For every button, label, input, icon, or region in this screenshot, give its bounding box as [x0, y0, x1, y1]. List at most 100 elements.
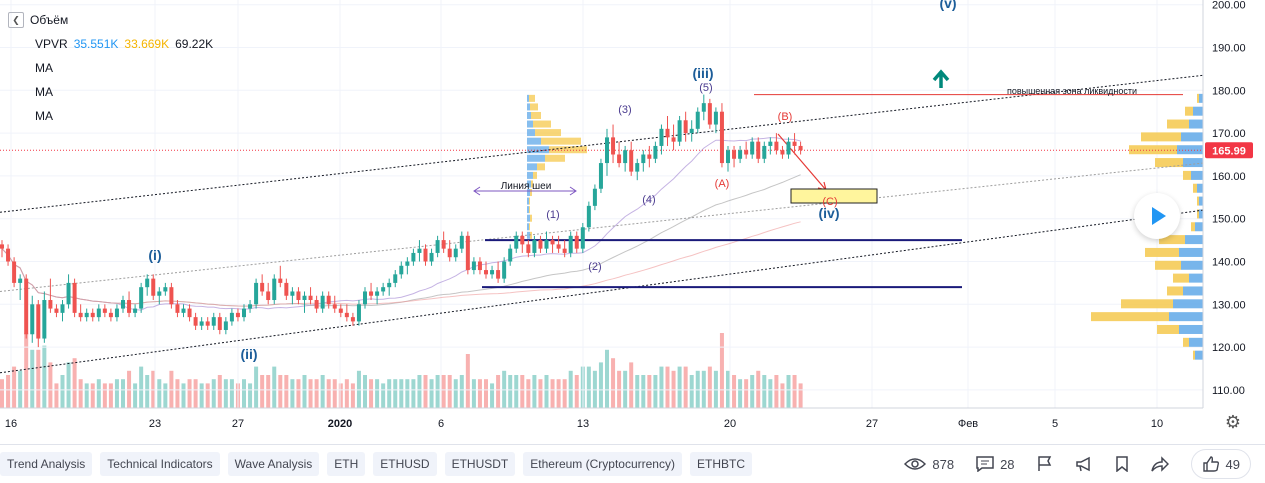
candle-body [157, 291, 162, 296]
price-chart[interactable]: (i) (ii) (iii) (iv) (v) (1) (2) (3) (4) (5) (A) (B)… [0, 0, 1265, 444]
liquidity-zone-label: повышенная зона ликвидности [1007, 86, 1137, 96]
tag-chip[interactable]: ETH [327, 452, 366, 476]
ma-legend-row-3[interactable]: MA [8, 104, 213, 128]
volume-bar [42, 345, 47, 408]
ma-legend-row-2[interactable]: MA [8, 80, 213, 104]
vpvr-value-total: 69.22K [175, 37, 214, 51]
volume-bar [732, 375, 737, 408]
bookmark-icon[interactable] [1115, 456, 1129, 472]
vpvr-bar-up [1199, 93, 1203, 103]
volume-bar [121, 379, 125, 408]
vpvr-legend-row[interactable]: VPVR 35.551K 33.669K 69.22K [8, 32, 213, 56]
grid [0, 0, 1203, 408]
volume-bar [375, 379, 380, 408]
vpvr-bar-down [1173, 273, 1189, 283]
tag-chip[interactable]: Trend Analysis [0, 452, 93, 476]
vpvr-bar-down [1167, 286, 1183, 296]
vpvr-bar-up [527, 163, 537, 171]
vpvr-bar-up [527, 129, 535, 137]
subwave-label: (1) [546, 209, 559, 221]
vpvr-bar-up [1189, 273, 1203, 283]
volume-bar [399, 379, 404, 408]
candle-body [363, 291, 367, 305]
comments-count: 28 [1000, 456, 1015, 472]
vpvr-bar-up [527, 137, 541, 145]
correction-arrow-line [777, 133, 827, 191]
time-tick-label: 6 [438, 418, 444, 430]
candle-body [344, 312, 349, 318]
candle-body [611, 137, 616, 155]
price-tick-label: 200.00 [1212, 0, 1246, 12]
tag-chip[interactable]: ETHBTC [689, 452, 752, 476]
eye-icon [904, 458, 927, 470]
price-tick-label: 120.00 [1212, 342, 1246, 354]
vpvr-bar-down [535, 129, 561, 137]
vpvr-bar-up [527, 189, 530, 197]
volume-bar [429, 379, 434, 408]
share-icon[interactable] [1150, 456, 1169, 472]
volume-bar [229, 379, 234, 408]
candle-body [435, 240, 440, 253]
volume-bar [193, 379, 198, 408]
volume-bar [435, 375, 440, 408]
idea-footer: Trend Analysis Technical Indicators Wave… [0, 444, 1265, 483]
collapse-chevron-icon[interactable]: ❮ [8, 12, 24, 28]
vpvr-bar-up [527, 103, 530, 111]
volume-bar [145, 375, 150, 408]
candle-body [647, 154, 652, 159]
tag-chip[interactable]: Technical Indicators [100, 452, 220, 476]
chart-settings-gear-icon[interactable]: ⚙ [1224, 412, 1242, 432]
vpvr-bar-down [1183, 170, 1191, 180]
megaphone-icon[interactable] [1075, 456, 1093, 472]
vpvr-bar-down [1197, 93, 1199, 103]
volume-bar [102, 383, 107, 408]
volume-bar [284, 375, 289, 408]
play-idea-button[interactable] [1134, 193, 1180, 239]
comments-stat[interactable]: 28 [976, 456, 1015, 472]
vpvr-bar-down [530, 214, 532, 222]
tag-chip[interactable]: Ethereum (Cryptocurrency) [523, 452, 682, 476]
vpvr-bar-down [529, 206, 530, 214]
volume-bar [248, 383, 253, 408]
candle-body [496, 270, 501, 279]
tag-chip[interactable]: ETHUSDT [444, 452, 516, 476]
like-button[interactable]: 49 [1190, 449, 1251, 479]
volume-bar [665, 366, 670, 408]
volume-bar [453, 379, 458, 408]
tag-chip[interactable]: Wave Analysis [227, 452, 320, 476]
tag-chip[interactable]: ETHUSD [373, 452, 437, 476]
volume-bar [520, 375, 525, 408]
views-count: 878 [932, 456, 955, 472]
ma-legend-row-1[interactable]: MA [8, 56, 213, 80]
candle-body [48, 300, 53, 309]
candle-body [369, 291, 374, 296]
candle-body [695, 111, 700, 129]
volume-bar [108, 383, 113, 408]
candles [0, 94, 803, 348]
volume-bar [611, 358, 616, 408]
candle-body [229, 312, 234, 322]
volume-bar [290, 379, 295, 408]
volume-bar [798, 383, 803, 408]
volume-bar [266, 375, 271, 408]
candle-body [689, 128, 694, 134]
thumbs-up-icon [1202, 456, 1219, 472]
flag-icon[interactable] [1037, 456, 1053, 472]
volume-bar [217, 375, 222, 408]
candle-body [235, 312, 240, 318]
volume-bar [205, 383, 210, 408]
candle-body [266, 291, 271, 301]
vpvr-bar-down [1191, 222, 1195, 232]
candle-body [18, 278, 23, 283]
candle-body [66, 282, 71, 305]
volume-bar [490, 383, 495, 408]
volume-bar [381, 383, 386, 408]
candle-body [78, 312, 83, 318]
volume-bar [659, 366, 664, 408]
candle-body [139, 287, 144, 309]
volume-bar [6, 375, 11, 408]
price-tick-label: 140.00 [1212, 257, 1246, 269]
candle-body [405, 261, 410, 266]
vpvr-bar-up [527, 171, 533, 179]
volume-bar [780, 383, 785, 408]
